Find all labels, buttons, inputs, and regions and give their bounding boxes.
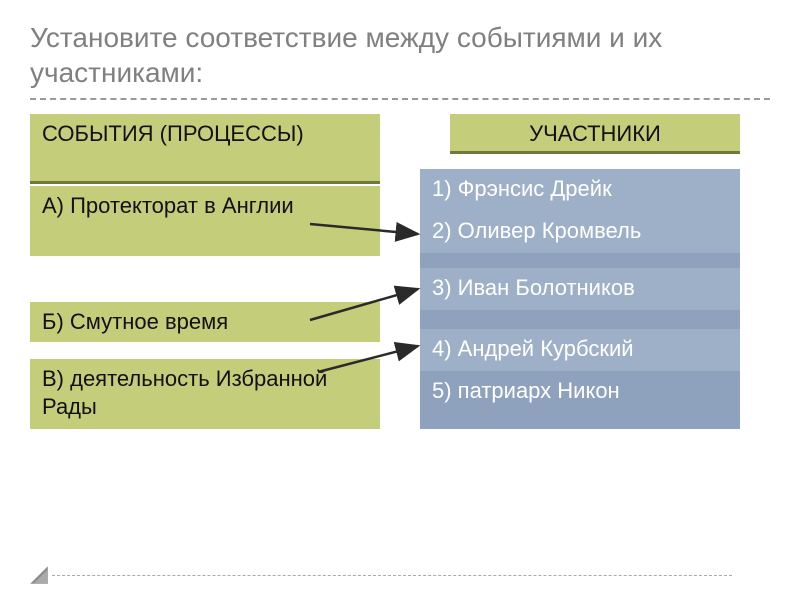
participant-3: 3) Иван Болотников <box>420 268 740 310</box>
participant-5: 5) патриарх Никон <box>420 371 740 421</box>
participant-1: 1) Фрэнсис Дрейк <box>420 169 740 211</box>
event-c: В) деятельность Избранной Рады <box>30 359 380 429</box>
event-b: Б) Смутное время <box>30 302 380 342</box>
title-underline <box>30 98 770 100</box>
corner-decor-icon <box>28 564 50 586</box>
participant-4: 4) Андрей Курбский <box>420 329 740 371</box>
events-header: СОБЫТИЯ (ПРОЦЕССЫ) <box>30 114 380 184</box>
participant-2: 2) Оливер Кромвель <box>420 211 740 253</box>
footer-dashed-line <box>52 575 732 576</box>
participants-header: УЧАСТНИКИ <box>450 114 740 154</box>
page-title: Установите соответствие между событиями … <box>0 0 800 98</box>
event-a: А) Протекторат в Англии <box>30 186 380 256</box>
diagram-area: СОБЫТИЯ (ПРОЦЕССЫ) УЧАСТНИКИ 1) Фрэнсис … <box>0 114 800 554</box>
